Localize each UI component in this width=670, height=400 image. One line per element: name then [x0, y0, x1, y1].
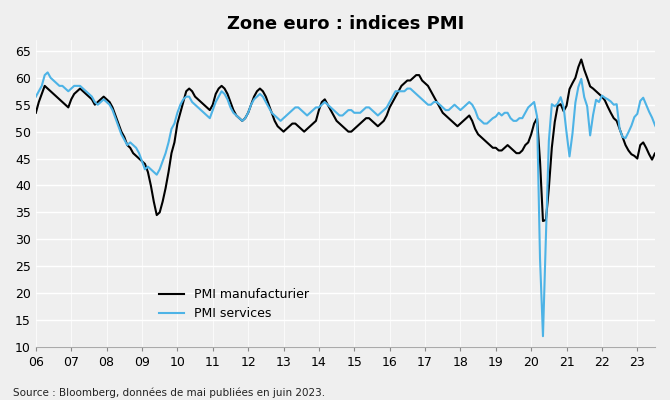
Line: PMI services: PMI services	[36, 72, 670, 336]
Text: Source : Bloomberg, données de mai publiées en juin 2023.: Source : Bloomberg, données de mai publi…	[13, 388, 326, 398]
PMI manufacturier	[539, 218, 547, 223]
Title: Zone euro : indices PMI: Zone euro : indices PMI	[227, 15, 464, 33]
PMI manufacturier	[32, 110, 40, 115]
PMI services	[250, 97, 258, 102]
PMI services	[62, 86, 70, 91]
PMI services	[539, 334, 547, 339]
Legend: PMI manufacturier, PMI services: PMI manufacturier, PMI services	[153, 283, 314, 325]
PMI services	[44, 70, 52, 75]
Line: PMI manufacturier: PMI manufacturier	[36, 60, 670, 221]
PMI services	[214, 94, 222, 99]
PMI services	[268, 110, 276, 115]
PMI manufacturier	[578, 57, 586, 62]
PMI manufacturier	[58, 100, 66, 104]
PMI manufacturier	[212, 92, 220, 96]
PMI services	[32, 94, 40, 99]
PMI manufacturier	[115, 121, 123, 126]
PMI services	[117, 132, 125, 137]
PMI services	[627, 123, 635, 128]
PMI manufacturier	[265, 102, 273, 107]
PMI manufacturier	[627, 152, 635, 157]
PMI manufacturier	[247, 102, 255, 107]
